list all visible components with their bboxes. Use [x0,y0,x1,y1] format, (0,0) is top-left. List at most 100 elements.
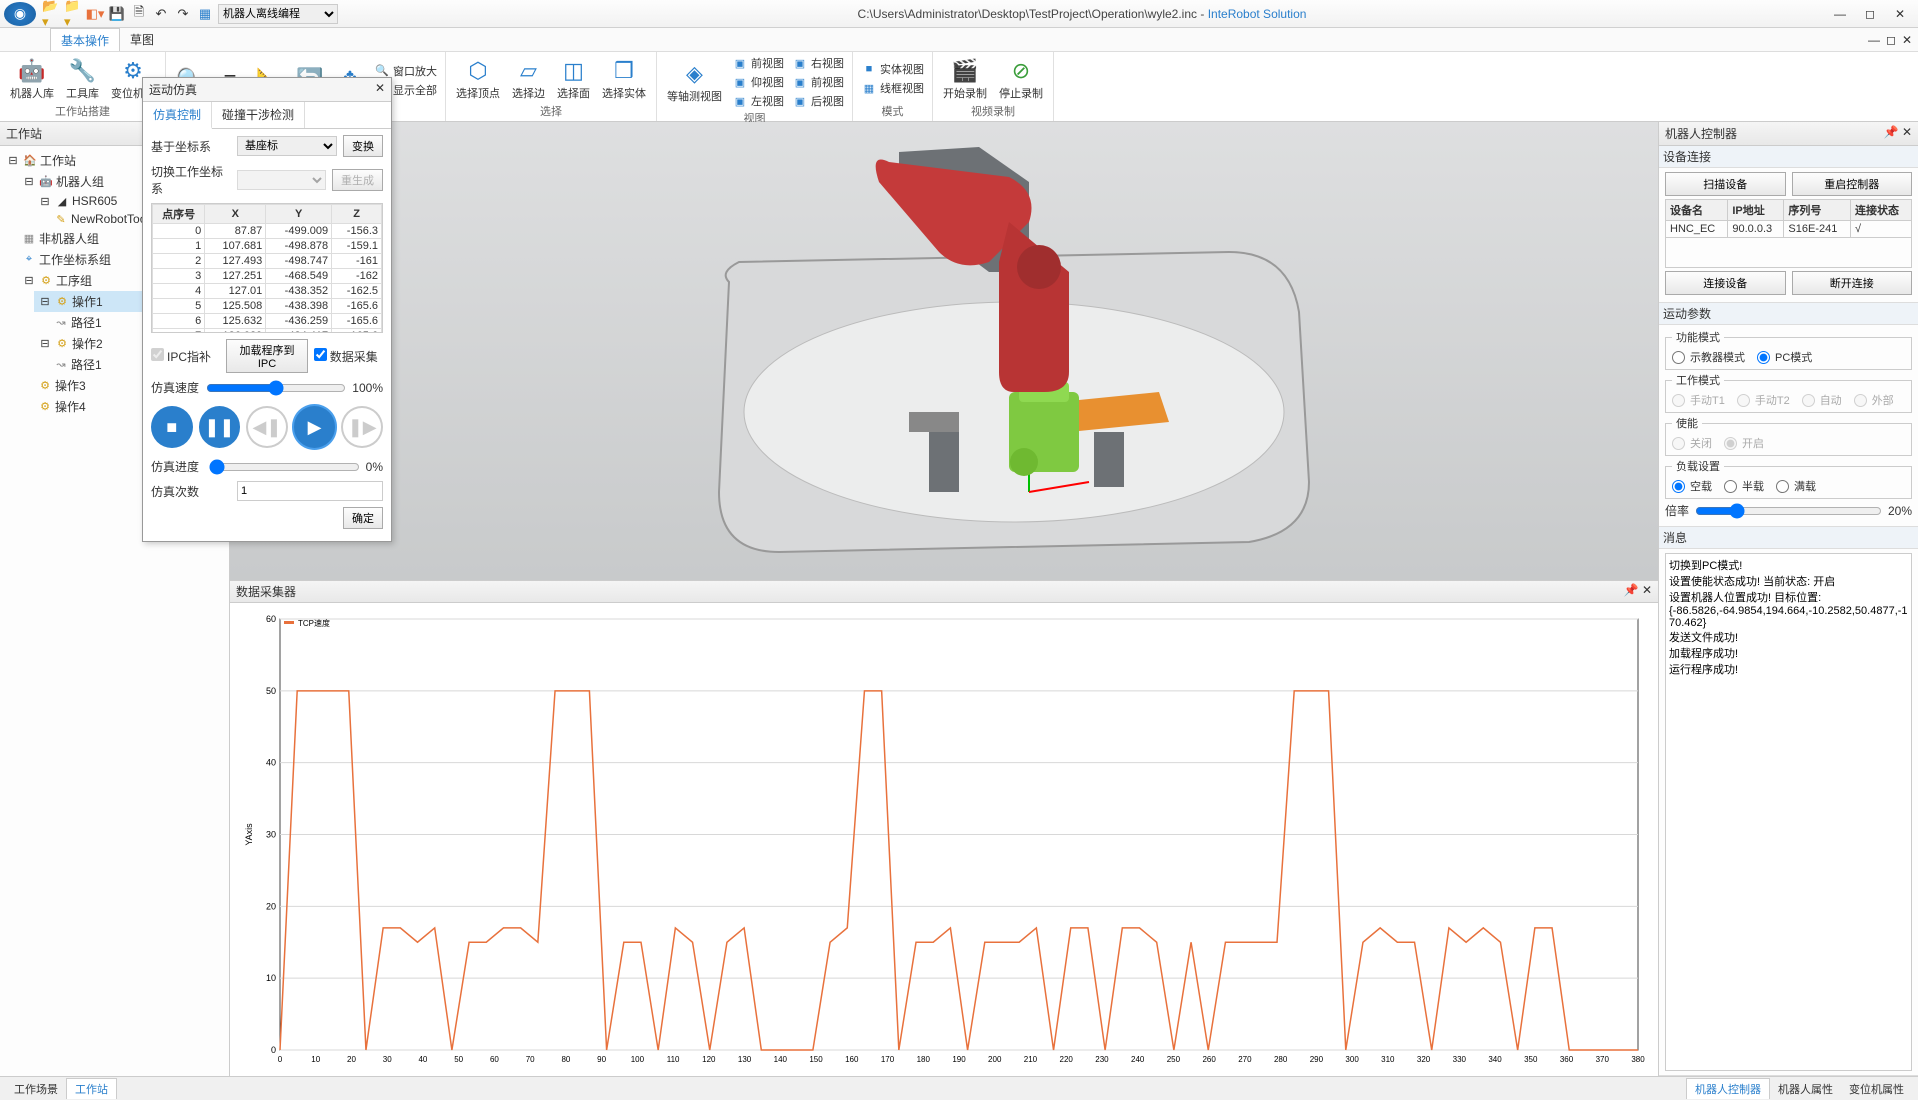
op-icon: ⚙ [55,337,69,351]
load-ipc-button[interactable]: 加载程序到IPC [226,339,307,373]
minus-icon: ⊟ [22,274,36,288]
left-view-button[interactable]: ▣左视图 [730,92,786,110]
program-combo[interactable]: 机器人离线编程 [218,4,338,24]
tab-robot-props[interactable]: 机器人属性 [1770,1079,1841,1099]
tab-sim-control[interactable]: 仿真控制 [143,102,212,129]
ipc-sync-check[interactable]: IPC指补 [151,348,220,365]
svg-text:50: 50 [266,686,276,696]
menu-basic[interactable]: 基本操作 [50,28,120,51]
tab-controller[interactable]: 机器人控制器 [1686,1078,1770,1099]
robot-lib-button[interactable]: 🤖机器人库 [6,55,58,103]
coord-combo[interactable]: 基座标 [237,136,337,156]
ribbon-restore-icon[interactable]: ◻ [1886,33,1896,47]
select-solid-button[interactable]: ❒选择实体 [598,55,650,103]
sim-close-icon[interactable]: ✕ [375,81,385,98]
right-view-button[interactable]: ▣右视图 [790,54,846,72]
tab-workstation[interactable]: 工作站 [66,1078,117,1099]
coord-icon: ⌖ [22,253,36,267]
tab-positioner-props[interactable]: 变位机属性 [1841,1079,1912,1099]
point-row[interactable]: 4127.01-438.352-162.5 [153,284,382,299]
minimize-icon[interactable]: — [1826,4,1854,24]
tab-workscene[interactable]: 工作场景 [6,1079,66,1099]
select-edge-button[interactable]: ▱选择边 [508,55,549,103]
speed-slider[interactable] [206,380,347,396]
rate-slider[interactable] [1695,503,1882,519]
regen-button[interactable]: 重生成 [332,169,383,191]
connect-button[interactable]: 连接设备 [1665,271,1786,295]
svg-text:380: 380 [1631,1055,1645,1064]
point-row[interactable]: 3127.251-468.549-162 [153,269,382,284]
full-radio[interactable]: 满载 [1776,478,1816,494]
back-view-button[interactable]: ▣后视图 [790,92,846,110]
point-row[interactable]: 5125.508-438.398-165.6 [153,299,382,314]
save-icon[interactable]: 📁▾ [64,5,82,23]
tool-lib-button[interactable]: 🔧工具库 [62,55,103,103]
messages-textarea[interactable]: 切换到PC模式! 设置使能状态成功! 当前状态: 开启 设置机器人位置成功! 目… [1665,553,1912,1071]
doc-icon[interactable]: 🗎 [130,5,148,23]
work-mode-label: 工作模式 [1672,372,1724,388]
ribbon-minimize-icon[interactable]: — [1868,33,1880,47]
front2-view-button[interactable]: ▣前视图 [790,73,846,91]
stop-record-button[interactable]: ⊘停止录制 [995,55,1047,103]
face-icon: ◫ [560,57,588,85]
pc-mode-radio[interactable]: PC模式 [1757,349,1812,365]
close-icon[interactable]: ✕ [1886,4,1914,24]
cube-right-icon: ▣ [792,55,808,71]
svg-text:290: 290 [1310,1055,1324,1064]
points-table[interactable]: 点序号XYZ 087.87-499.009-156.31107.681-498.… [151,203,383,333]
wire-view-button[interactable]: ▦线框视图 [859,79,926,97]
redo-icon[interactable]: ↷ [174,5,192,23]
count-input[interactable] [237,481,383,501]
disconnect-button[interactable]: 断开连接 [1792,271,1913,295]
grid-icon[interactable]: ▦ [196,5,214,23]
work-coord-combo[interactable] [237,170,326,190]
svg-text:350: 350 [1524,1055,1538,1064]
svg-text:20: 20 [347,1055,356,1064]
pause-button[interactable]: ❚❚ [199,406,241,448]
point-row[interactable]: 1107.681-498.878-159.1 [153,239,382,254]
maximize-icon[interactable]: ◻ [1856,4,1884,24]
undo-icon[interactable]: ↶ [152,5,170,23]
empty-radio[interactable]: 空载 [1672,478,1712,494]
point-row[interactable]: 2127.493-498.747-161 [153,254,382,269]
ribbon-close-icon[interactable]: ✕ [1902,33,1912,47]
start-record-button[interactable]: 🎬开始录制 [939,55,991,103]
rp-close-icon[interactable]: ✕ [1902,125,1912,139]
device-table[interactable]: 设备名IP地址序列号连接状态 HNC_EC90.0.0.3S16E-241√ [1665,199,1912,268]
stop-button[interactable]: ■ [151,406,193,448]
play-button[interactable]: ▶ [294,406,336,448]
tab-collision[interactable]: 碰撞干涉检测 [212,102,305,128]
device-row[interactable]: HNC_EC90.0.0.3S16E-241√ [1666,221,1912,238]
open-icon[interactable]: 📂▾ [42,5,60,23]
pin2-icon[interactable]: 📌 [1884,125,1899,139]
svg-text:40: 40 [418,1055,427,1064]
rate-label: 倍率 [1665,502,1689,519]
progress-slider[interactable] [209,459,360,475]
dp-close-icon[interactable]: ✕ [1642,583,1652,597]
3d-viewport[interactable] [230,122,1658,580]
pin-icon[interactable]: 📌 [1624,583,1639,597]
menu-sketch[interactable]: 草图 [120,28,164,51]
select-face-button[interactable]: ◫选择面 [553,55,594,103]
top-view-button[interactable]: ▣仰视图 [730,73,786,91]
point-row[interactable]: 087.87-499.009-156.3 [153,224,382,239]
select-vertex-button[interactable]: ⬡选择顶点 [452,55,504,103]
front-view-button[interactable]: ▣前视图 [730,54,786,72]
iso-view-button[interactable]: ◈等轴测视图 [663,58,726,106]
scan-button[interactable]: 扫描设备 [1665,172,1786,196]
save2-icon[interactable]: 💾 [108,5,126,23]
color-icon[interactable]: ◧▾ [86,5,104,23]
point-row[interactable]: 7126.029-434.417-165.6 [153,329,382,334]
confirm-button[interactable]: 确定 [343,507,383,529]
teach-mode-radio[interactable]: 示教器模式 [1672,349,1745,365]
svg-text:270: 270 [1238,1055,1252,1064]
point-row[interactable]: 6125.632-436.259-165.6 [153,314,382,329]
svg-text:310: 310 [1381,1055,1395,1064]
transform-button[interactable]: 变换 [343,135,383,157]
solid-view-button[interactable]: ■实体视图 [859,60,926,78]
restart-button[interactable]: 重启控制器 [1792,172,1913,196]
iso-icon: ◈ [681,60,709,88]
half-radio[interactable]: 半载 [1724,478,1764,494]
minus-icon: ⊟ [38,337,52,351]
data-collect-check[interactable]: 数据采集 [314,348,383,365]
